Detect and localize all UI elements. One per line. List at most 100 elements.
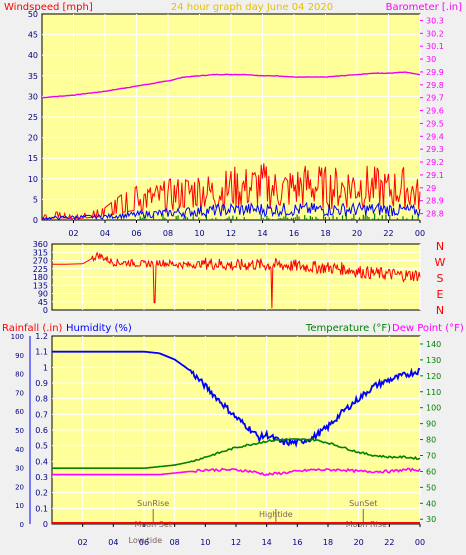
- windspeed-tick-label: 45: [28, 31, 38, 40]
- barometer-tick-label: 29.2: [426, 158, 444, 167]
- barometer-tick-label: 30.1: [426, 42, 444, 51]
- temperature-tick-label: 140: [426, 340, 441, 349]
- x-tick-label: 10: [200, 538, 210, 547]
- compass-label: W: [435, 256, 446, 269]
- barometer-tick-label: 28.8: [426, 210, 444, 219]
- wind-panel-series: [41, 71, 421, 221]
- temperature-axis: 30 40 50 60 70 80 90 100 110 120 130 140: [420, 340, 441, 524]
- rainfall-tick-label: 50: [15, 427, 24, 435]
- barometer-tick-label: 30: [426, 55, 436, 64]
- temperature-tick-label: 40: [426, 499, 436, 508]
- temperature-series-line: [52, 437, 421, 469]
- rainfall-tick-label: 20: [15, 483, 24, 491]
- temperature-tick-label: 50: [426, 483, 436, 492]
- windspeed-tick-label: 0: [33, 216, 38, 225]
- barometer-tick-label: 29.8: [426, 81, 444, 90]
- rainfall-axis-title: Rainfall (.in): [2, 323, 63, 334]
- compass-label: N: [436, 304, 444, 317]
- x-tick-label: 08: [170, 538, 180, 547]
- direction-tick-label: 225: [33, 265, 48, 274]
- windspeed-axis: 0 5 10 15 20 25 30 35 40 45 50: [28, 10, 38, 225]
- x-tick-label: 16: [289, 229, 299, 238]
- direction-tick-label: 0: [43, 306, 48, 315]
- windspeed-average-line: [41, 201, 421, 221]
- x-tick-label: 02: [68, 229, 78, 238]
- direction-panel-grid: [52, 244, 421, 310]
- temperature-tick-label: 30: [426, 515, 436, 524]
- compass-label: S: [437, 272, 444, 285]
- x-tick-label: 00: [415, 538, 425, 547]
- windspeed-tick-label: 50: [28, 10, 38, 19]
- windspeed-tick-label: 5: [33, 195, 38, 204]
- x-tick-label: 20: [352, 229, 362, 238]
- humidity-tick-label: 0.2: [35, 489, 48, 498]
- annotation-label: Low tide: [129, 536, 163, 545]
- humidity-tick-label: 0.3: [35, 473, 48, 482]
- barometer-axis-title: Barometer [.in]: [386, 2, 462, 13]
- x-tick-label: 04: [108, 538, 118, 547]
- windspeed-tick-label: 40: [28, 51, 38, 60]
- temperature-tick-label: 130: [426, 356, 441, 365]
- humidity-panel-series: [52, 350, 421, 524]
- dewpoint-series-line: [52, 467, 421, 477]
- barometer-axis: 28.8 28.9 29 29.1 29.2 29.3 29.4 29.5 29.6 29.7 29…: [420, 16, 444, 219]
- rainfall-tick-label: 30: [15, 465, 24, 473]
- windspeed-axis-title: Windspeed [mph]: [4, 2, 93, 13]
- x-tick-label: 22: [384, 538, 394, 547]
- rainfall-tick-label: 90: [15, 352, 24, 360]
- x-tick-label: 04: [100, 229, 110, 238]
- barometer-tick-label: 29.3: [426, 145, 444, 154]
- x-tick-label: 12: [231, 538, 241, 547]
- direction-tick-label: 45: [38, 298, 48, 307]
- x-tick-label: 06: [131, 229, 141, 238]
- windspeed-tick-label: 35: [28, 72, 38, 81]
- humidity-series-line: [52, 350, 421, 449]
- rainfall-axis: 0 10 20 30 40 50 60 70 80 90 100: [11, 333, 31, 529]
- rainfall-tick-label: 80: [15, 371, 24, 379]
- humidity-tick-label: 0.6: [35, 426, 48, 435]
- x-tick-label: 16: [292, 538, 302, 547]
- rainfall-tick-label: 0: [20, 521, 24, 529]
- direction-tick-label: 180: [33, 273, 48, 282]
- humidity-tick-label: 0: [43, 520, 48, 529]
- temperature-tick-label: 90: [426, 420, 436, 429]
- humidity-tick-label: 0.7: [35, 410, 48, 419]
- windspeed-gust-line: [41, 163, 421, 220]
- windspeed-tick-label: 25: [28, 113, 38, 122]
- annotation-label: Moon Set: [134, 520, 171, 529]
- x-tick-label: 10: [194, 229, 204, 238]
- dewpoint-axis-title: Dew Point (°F): [392, 323, 464, 334]
- temperature-tick-label: 120: [426, 372, 441, 381]
- humidity-tick-label: 1.1: [35, 348, 48, 357]
- direction-series: [52, 251, 421, 309]
- humidity-tick-label: 1.2: [35, 332, 48, 341]
- humidity-panel-grid: [52, 336, 421, 524]
- x-tick-label: 18: [320, 229, 330, 238]
- windspeed-tick-label: 15: [28, 154, 38, 163]
- wind-panel-grid: [42, 14, 421, 220]
- temperature-tick-label: 100: [426, 404, 441, 413]
- humidity-axis-title: Humidity (%): [66, 323, 132, 334]
- humidity-axis: 0 0.1 0.2 0.3 0.4 0.5 0.6 0.7 0.8 0.9 1 1.1 1.2: [35, 332, 48, 529]
- barometer-tick-label: 29.5: [426, 119, 444, 128]
- windspeed-tick-label: 20: [28, 134, 38, 143]
- direction-tick-label: 90: [38, 290, 48, 299]
- temperature-tick-label: 80: [426, 436, 436, 445]
- barometer-tick-label: 29.9: [426, 68, 444, 77]
- humidity-tick-label: 0.1: [35, 504, 48, 513]
- barometer-tick-label: 29.6: [426, 107, 444, 116]
- x-tick-label: 22: [383, 229, 393, 238]
- humidity-tick-label: 0.9: [35, 379, 48, 388]
- x-tick-label: 14: [262, 538, 272, 547]
- direction-tick-label: 315: [33, 248, 48, 257]
- windspeed-tick-label: 30: [28, 92, 38, 101]
- humidity-tick-label: 0.4: [35, 457, 48, 466]
- x-tick-label: 14: [257, 229, 267, 238]
- windspeed-tick-label: 10: [28, 175, 38, 184]
- humidity-tick-label: 0.5: [35, 442, 48, 451]
- barometer-tick-label: 28.9: [426, 197, 444, 206]
- rainfall-tick-label: 100: [11, 333, 24, 341]
